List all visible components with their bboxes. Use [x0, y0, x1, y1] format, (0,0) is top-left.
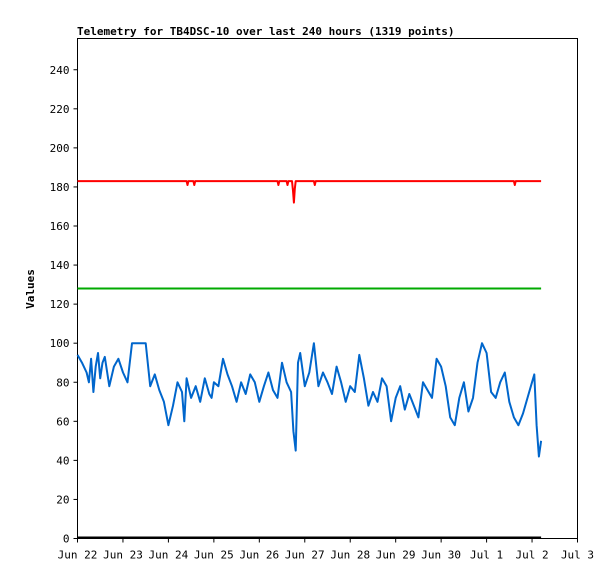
y-axis-label: Values	[24, 269, 37, 309]
chart-title: Telemetry for TB4DSC-10 over last 240 ho…	[77, 25, 455, 38]
y-tick-label: 160	[50, 220, 70, 233]
y-tick-label: 60	[56, 415, 69, 428]
x-tick-label: Jun 24	[149, 549, 189, 562]
y-axis-ticks: 0 20 40 60 80 100 120 140 160 180 200 220 240	[50, 64, 78, 546]
y-tick-label: 200	[50, 142, 70, 155]
x-tick-label: Jun 30	[421, 549, 461, 562]
x-tick-label: Jul 1	[470, 549, 503, 562]
x-tick-label: Jul 2	[515, 549, 548, 562]
y-tick-label: 0	[63, 533, 70, 546]
x-tick-label: Jun 28	[330, 549, 370, 562]
y-tick-label: 140	[50, 259, 70, 272]
x-axis-ticks: Jun 22 Jun 23 Jun 24 Jun 25 Jun 26 Jun 27 Jun …	[58, 538, 594, 562]
series-layer	[76, 180, 543, 539]
series-line-0	[77, 180, 542, 204]
x-tick-label: Jun 23	[103, 549, 143, 562]
y-tick-label: 20	[56, 493, 69, 506]
x-tick-label: Jun 25	[194, 549, 234, 562]
x-tick-label: Jun 26	[239, 549, 279, 562]
y-tick-label: 180	[50, 181, 70, 194]
y-tick-label: 120	[50, 298, 70, 311]
y-tick-label: 220	[50, 103, 70, 116]
y-tick-label: 100	[50, 337, 70, 350]
x-tick-label: Jul 3	[561, 549, 594, 562]
x-tick-label: Jun 27	[285, 549, 325, 562]
y-tick-label: 80	[56, 376, 69, 389]
y-tick-label: 240	[50, 64, 70, 77]
series-line-2	[76, 342, 543, 458]
y-tick-label: 40	[56, 454, 69, 467]
x-tick-label: Jun 29	[376, 549, 416, 562]
x-tick-label: Jun 22	[58, 549, 98, 562]
